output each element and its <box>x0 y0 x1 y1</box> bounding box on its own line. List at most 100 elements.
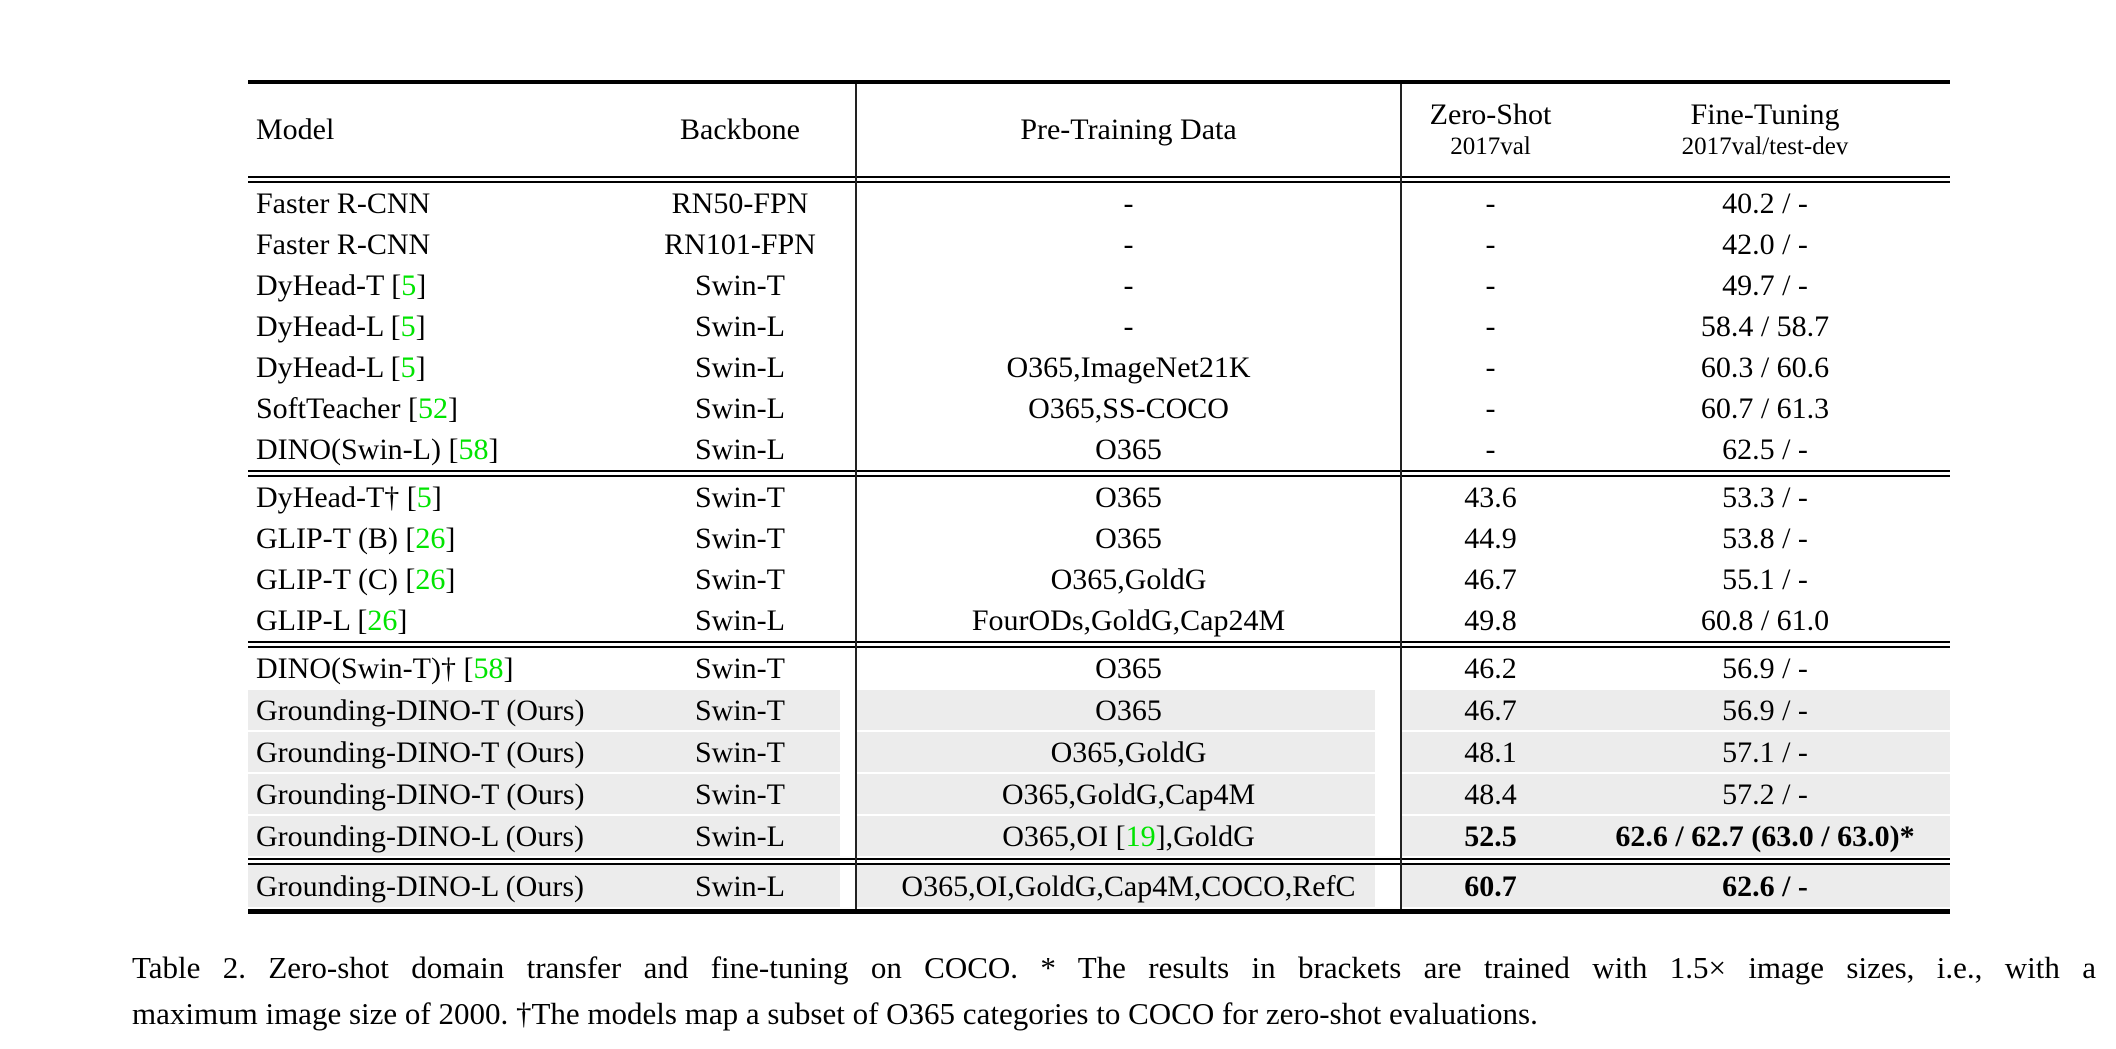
zeroshot-cell: - <box>1485 392 1496 425</box>
pretrain-cell: - <box>1123 187 1134 220</box>
header-finetune-sublabel: 2017val/test-dev <box>1681 132 1849 160</box>
table-row: GLIP-T (B) [26] Swin-T O365 44.9 53.8 / - <box>248 518 1950 559</box>
zeroshot-cell: 43.6 <box>1464 481 1517 514</box>
table-row: GLIP-L [26] Swin-L FourODs,GoldG,Cap24M 49.… <box>248 600 1950 641</box>
finetune-cell: 62.5 / - <box>1722 433 1808 466</box>
finetune-cell: 57.2 / - <box>1580 774 1950 816</box>
column-divider-pretrain-zeroshot <box>1400 84 1402 909</box>
model-cell: Grounding-DINO-T (Ours) <box>248 774 624 816</box>
model-cell: Faster R-CNN <box>256 228 431 261</box>
table-row: Faster R-CNN RN50-FPN - - 40.2 / - <box>248 183 1950 224</box>
model-cell: GLIP-L [26] <box>256 604 408 637</box>
table-row: Grounding-DINO-L (Ours) Swin-L O365,OI,Gol… <box>248 865 1950 909</box>
pretrain-cell: O365,GoldG <box>1050 563 1207 596</box>
backbone-cell: Swin-T <box>624 774 856 816</box>
model-cell: DyHead-T [5] <box>256 269 427 302</box>
table-row: Grounding-DINO-L (Ours) Swin-L O365,OI [19… <box>248 816 1950 858</box>
pretrain-cell: O365,ImageNet21K <box>1006 351 1251 384</box>
header-zeroshot: Zero-Shot 2017val <box>1401 98 1580 161</box>
zeroshot-cell: 46.7 <box>1464 563 1517 596</box>
backbone-cell: Swin-T <box>695 481 785 514</box>
zeroshot-cell: 46.2 <box>1464 652 1517 685</box>
backbone-cell: Swin-L <box>695 392 785 425</box>
table-row: Grounding-DINO-T (Ours) Swin-T O365,GoldG,… <box>248 774 1950 816</box>
zeroshot-cell: - <box>1485 351 1496 384</box>
model-cell: Grounding-DINO-T (Ours) <box>248 690 624 732</box>
citation-number: 52 <box>417 392 448 425</box>
zeroshot-cell: 60.7 <box>1401 865 1580 909</box>
zeroshot-cell: 44.9 <box>1464 522 1517 555</box>
table-row: Faster R-CNN RN101-FPN - - 42.0 / - <box>248 224 1950 265</box>
pretrain-cell: O365 <box>1095 433 1162 466</box>
table-row: DyHead-T [5] Swin-T - - 49.7 / - <box>248 265 1950 306</box>
table-row: DyHead-L [5] Swin-L - - 58.4 / 58.7 <box>248 306 1950 347</box>
model-cell: DyHead-L [5] <box>256 310 426 343</box>
citation-number: 26 <box>367 604 398 637</box>
table-row: Grounding-DINO-T (Ours) Swin-T O365 46.7 56.… <box>248 690 1950 732</box>
table-row: GLIP-T (C) [26] Swin-T O365,GoldG 46.7 55.1 … <box>248 559 1950 600</box>
header-finetune: Fine-Tuning 2017val/test-dev <box>1580 98 1950 161</box>
citation-number: 5 <box>416 481 432 514</box>
backbone-cell: Swin-L <box>624 865 856 909</box>
caption-line-2: maximum image size of 2000. †The models … <box>132 996 1538 1031</box>
finetune-cell: 62.6 / - <box>1580 865 1950 909</box>
citation-number: 19 <box>1125 820 1156 853</box>
header-zeroshot-sublabel: 2017val <box>1450 132 1531 160</box>
pretrain-cell: O365,SS-COCO <box>1028 392 1229 425</box>
finetune-cell: 56.9 / - <box>1580 690 1950 732</box>
zeroshot-cell: 49.8 <box>1464 604 1517 637</box>
finetune-cell: 49.7 / - <box>1722 269 1808 302</box>
pretrain-cell: FourODs,GoldG,Cap24M <box>971 604 1286 637</box>
table-section-2: DyHead-T† [5] Swin-T O365 43.6 53.3 / - GLIP-… <box>248 477 1950 641</box>
backbone-cell: Swin-T <box>695 269 785 302</box>
citation-number: 5 <box>401 269 417 302</box>
pretrain-cell: O365 <box>1095 522 1162 555</box>
results-table: Model Backbone Pre-Training Data Zero-Sh… <box>248 80 1950 914</box>
section-separator-rule <box>248 858 1950 865</box>
zeroshot-cell: - <box>1485 310 1496 343</box>
model-cell: Grounding-DINO-L (Ours) <box>248 816 624 858</box>
backbone-cell: Swin-L <box>695 604 785 637</box>
citation-number: 26 <box>415 563 446 596</box>
model-cell: GLIP-T (C) [26] <box>256 563 456 596</box>
caption-line-1: Table 2. Zero-shot domain transfer and f… <box>132 950 2096 985</box>
backbone-cell: Swin-T <box>624 690 856 732</box>
backbone-cell: Swin-L <box>695 433 785 466</box>
pretrain-cell: O365 <box>1095 652 1162 685</box>
zeroshot-cell: - <box>1485 433 1496 466</box>
finetune-cell: 60.7 / 61.3 <box>1700 392 1830 425</box>
backbone-cell: RN50-FPN <box>671 187 809 220</box>
model-cell: DyHead-L [5] <box>256 351 426 384</box>
zeroshot-cell: 52.5 <box>1401 816 1580 858</box>
finetune-cell: 55.1 / - <box>1722 563 1808 596</box>
table-row: DINO(Swin-T)† [58] Swin-T O365 46.2 56.9 / - <box>248 648 1950 690</box>
finetune-cell: 42.0 / - <box>1722 228 1808 261</box>
table-row: SoftTeacher [52] Swin-L O365,SS-COCO - 60.7 … <box>248 388 1950 429</box>
pretrain-cell: O365,OI,GoldG,Cap4M,COCO,RefC <box>856 865 1401 909</box>
zeroshot-cell: - <box>1485 228 1496 261</box>
backbone-cell: Swin-T <box>624 732 856 774</box>
backbone-cell: Swin-L <box>624 816 856 858</box>
finetune-cell: 62.6 / 62.7 (63.0 / 63.0)* <box>1580 816 1950 858</box>
model-cell: Grounding-DINO-L (Ours) <box>248 865 624 909</box>
backbone-cell: Swin-L <box>695 351 785 384</box>
finetune-cell: 53.8 / - <box>1722 522 1808 555</box>
citation-number: 26 <box>415 522 446 555</box>
table-body: Faster R-CNN RN50-FPN - -40.2 / - Faster R-C… <box>248 183 1950 909</box>
zeroshot-cell: - <box>1485 187 1496 220</box>
table-header-row: Model Backbone Pre-Training Data Zero-Sh… <box>248 84 1950 176</box>
model-cell: Grounding-DINO-T (Ours) <box>248 732 624 774</box>
table-row: DINO(Swin-L) [58] Swin-L O365 - 62.5 / - <box>248 429 1950 470</box>
backbone-cell: RN101-FPN <box>664 228 816 261</box>
pretrain-cell: O365,OI [19],GoldG <box>856 816 1401 858</box>
table-top-rule <box>248 80 1950 84</box>
header-zeroshot-label: Zero-Shot <box>1429 98 1552 132</box>
zeroshot-cell: 48.1 <box>1401 732 1580 774</box>
finetune-cell: 58.4 / 58.7 <box>1700 310 1830 343</box>
citation-number: 58 <box>473 652 504 685</box>
zeroshot-cell: 48.4 <box>1401 774 1580 816</box>
backbone-cell: Swin-T <box>695 652 785 685</box>
citation-number: 5 <box>400 351 416 384</box>
model-cell: DINO(Swin-T)† [58] <box>256 652 514 685</box>
